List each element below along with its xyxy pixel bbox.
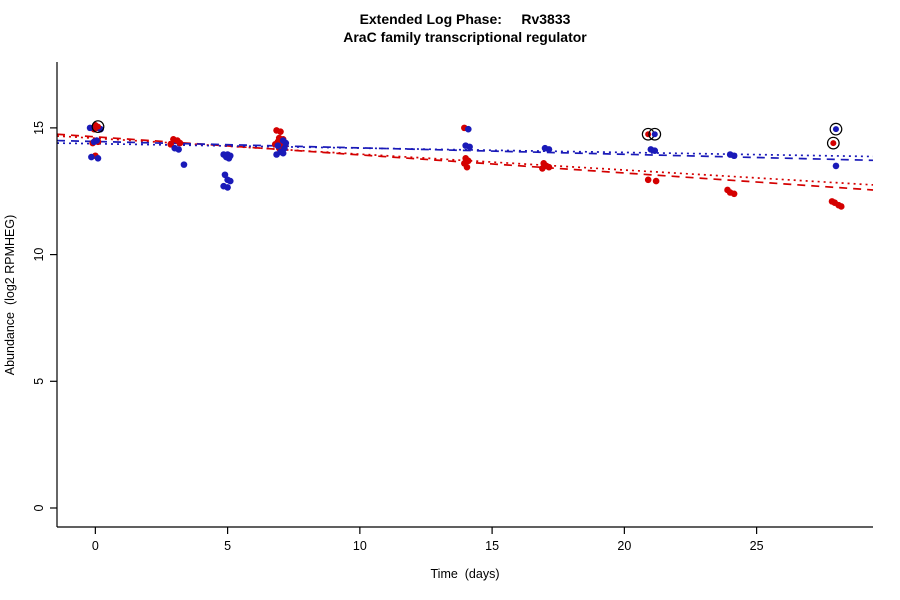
red-flagged-data-point (645, 131, 652, 138)
blue-data-point (224, 184, 231, 191)
blue-data-point (94, 154, 102, 162)
flagged-point-outline (648, 127, 662, 141)
x-tick-label: 5 (224, 539, 231, 553)
x-tick-label: 20 (617, 539, 631, 553)
blue-data-point (88, 153, 95, 161)
red-data-point (730, 190, 738, 198)
x-tick-label: 0 (92, 539, 99, 553)
x-tick-label: 25 (750, 539, 764, 553)
y-tick-label: 5 (32, 378, 46, 385)
blue-data-point (279, 149, 287, 157)
flagged-point-outline (829, 122, 843, 136)
red-data-point (837, 203, 845, 210)
red-flagged-data-point (94, 123, 101, 130)
flagged-point-outline (826, 136, 840, 150)
x-axis-label: Time (days) (431, 567, 500, 581)
blue-data-point (465, 125, 472, 133)
blue-data-point (221, 171, 229, 179)
blue-data-point (90, 138, 98, 146)
blue-dotted-trend-line (56, 142, 874, 158)
blue-data-point (226, 177, 234, 185)
blue-data-point (730, 152, 738, 160)
blue-flagged-data-point (832, 126, 839, 133)
x-tick-label: 15 (485, 539, 499, 553)
red-data-point (539, 165, 546, 172)
red-flagged-data-point (830, 140, 837, 147)
blue-data-point (545, 146, 553, 153)
blue-data-point (225, 154, 233, 162)
x-tick-label: 10 (353, 539, 367, 553)
blue-data-point (274, 142, 282, 149)
axes: 0 5 10 15 20 25 0 5 10 15 (32, 62, 873, 553)
red-data-point (545, 163, 553, 171)
red-data-point (277, 128, 284, 135)
blue-data-point (651, 147, 659, 154)
y-tick-label: 15 (32, 121, 46, 135)
blue-data-point (175, 146, 182, 153)
y-tick-label: 0 (32, 504, 46, 511)
blue-data-point (180, 161, 188, 168)
y-axis-label: Abundance (log2 RPMHEG) (3, 215, 17, 376)
flagged-point-outline (91, 120, 105, 134)
blue-data-point (282, 139, 290, 147)
chart-title: Extended Log Phase: Rv3833 (360, 11, 571, 27)
data-points (86, 120, 845, 210)
blue-data-point (466, 143, 473, 151)
y-tick-label: 10 (32, 248, 46, 262)
blue-flagged-data-point (651, 131, 658, 138)
red-data-point (176, 139, 184, 147)
blue-data-point (832, 162, 840, 170)
blue-data-point (273, 151, 280, 158)
red-data-point (644, 176, 652, 184)
red-data-point (652, 177, 660, 185)
red-data-point (463, 163, 471, 171)
chart-subtitle: AraC family transcriptional regulator (343, 29, 587, 45)
